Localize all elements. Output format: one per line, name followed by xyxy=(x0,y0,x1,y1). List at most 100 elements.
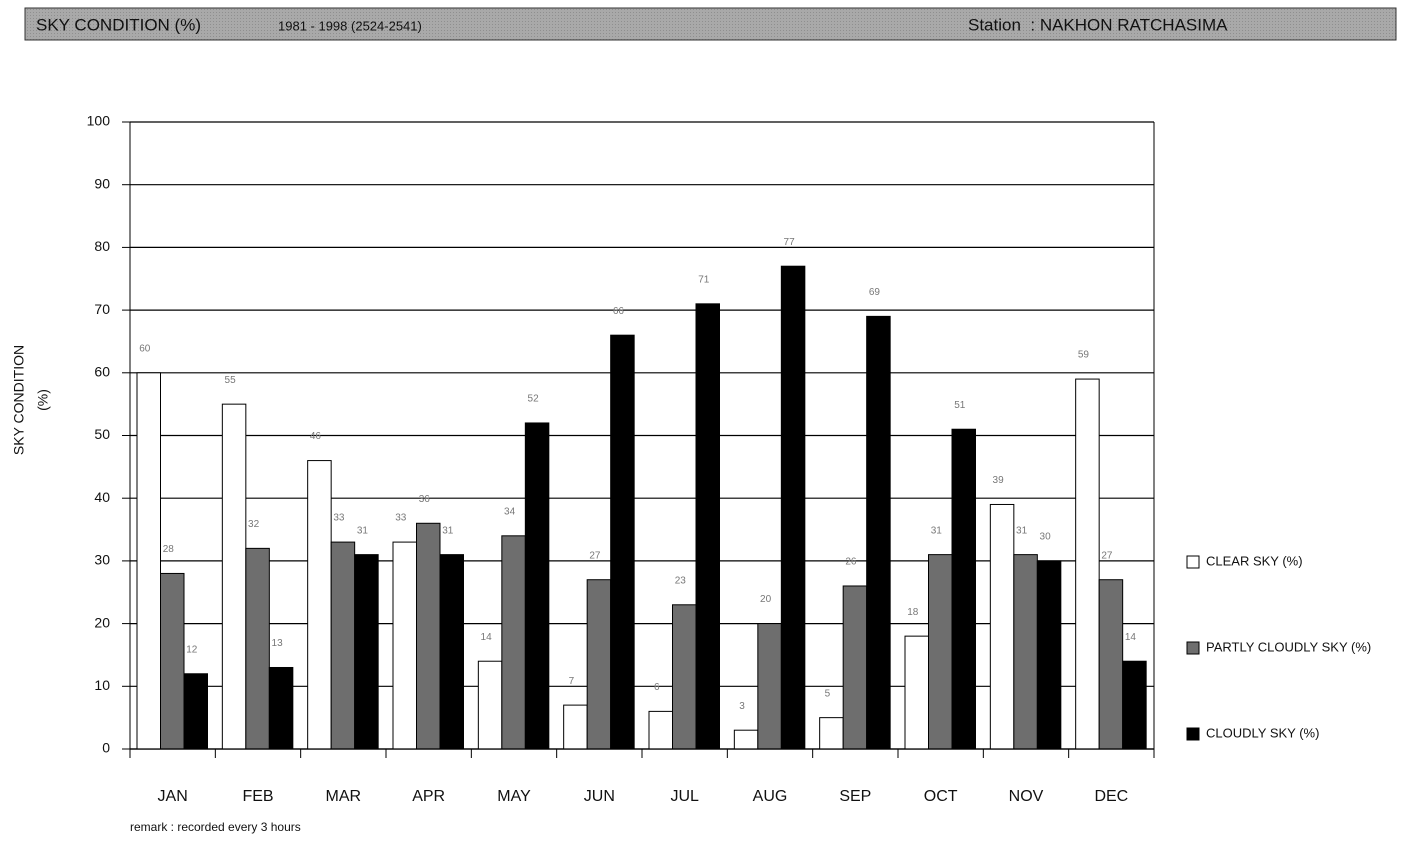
data-label: 14 xyxy=(481,632,493,643)
bar xyxy=(866,315,891,750)
bar xyxy=(672,604,697,750)
bar xyxy=(416,522,441,750)
x-tick-label: JUL xyxy=(670,788,699,805)
bar xyxy=(819,717,844,750)
y-tick-label: 90 xyxy=(94,175,110,191)
bar xyxy=(951,428,976,750)
bar xyxy=(610,334,635,750)
remark: remark : recorded every 3 hours xyxy=(130,820,301,834)
y-tick-label: 50 xyxy=(94,426,110,442)
bar xyxy=(354,554,379,750)
x-tick-label: SEP xyxy=(839,788,871,805)
data-label: 46 xyxy=(310,431,322,442)
y-tick-label: 100 xyxy=(87,113,111,129)
data-label: 66 xyxy=(613,306,625,317)
data-label: 52 xyxy=(528,394,540,405)
data-label: 69 xyxy=(869,287,881,298)
data-label: 36 xyxy=(419,494,431,505)
x-tick-label: OCT xyxy=(924,788,958,805)
bar xyxy=(695,303,720,750)
bar xyxy=(136,372,161,750)
data-label: 7 xyxy=(569,676,575,687)
data-label: 33 xyxy=(333,513,345,524)
bar xyxy=(648,710,673,750)
y-axis-title: SKY CONDITION xyxy=(11,345,27,455)
legend-label: CLOUDLY SKY (%) xyxy=(1206,725,1319,740)
data-label: 39 xyxy=(993,475,1005,486)
bar xyxy=(989,503,1015,750)
bar xyxy=(501,535,526,750)
bar xyxy=(221,403,247,750)
data-label: 33 xyxy=(395,513,407,524)
bar xyxy=(586,579,612,750)
bar xyxy=(1013,554,1038,750)
data-label: 18 xyxy=(907,607,919,618)
data-label: 32 xyxy=(248,519,260,530)
bar xyxy=(160,572,185,750)
legend-label: CLEAR SKY (%) xyxy=(1206,553,1303,568)
x-tick-label: APR xyxy=(412,788,445,805)
data-label: 77 xyxy=(784,237,796,248)
y-tick-label: 80 xyxy=(94,238,110,254)
bar xyxy=(268,666,294,750)
x-tick-label: FEB xyxy=(242,788,273,805)
bar xyxy=(1098,579,1124,750)
chart-title: SKY CONDITION (%) xyxy=(36,15,201,34)
legend-swatch xyxy=(1186,555,1200,569)
bar xyxy=(392,541,417,750)
data-label: 23 xyxy=(675,575,687,586)
station: Station : NAKHON RATCHASIMA xyxy=(968,15,1228,34)
bar xyxy=(780,265,806,750)
data-label: 59 xyxy=(1078,350,1090,361)
bar xyxy=(1036,560,1062,750)
data-label: 60 xyxy=(139,343,151,354)
data-label: 31 xyxy=(357,525,369,536)
y-tick-label: 30 xyxy=(94,552,110,568)
y-tick-label: 60 xyxy=(94,364,110,380)
bar xyxy=(563,704,588,750)
y-tick-label: 20 xyxy=(94,614,110,630)
data-label: 31 xyxy=(931,525,943,536)
data-label: 31 xyxy=(1016,525,1028,536)
data-label: 71 xyxy=(698,274,710,285)
x-tick-label: JUN xyxy=(584,788,615,805)
bar xyxy=(439,554,464,750)
legend-swatch xyxy=(1186,727,1200,741)
bar xyxy=(733,729,759,750)
data-label: 27 xyxy=(589,550,601,561)
chart-subtitle: 1981 - 1998 (2524-2541) xyxy=(278,18,422,33)
x-tick-label: MAR xyxy=(326,788,362,805)
y-tick-label: 0 xyxy=(102,740,110,756)
bar xyxy=(183,673,208,750)
data-label: 51 xyxy=(954,400,966,411)
legend-label: PARTLY CLOUDLY SKY (%) xyxy=(1206,639,1371,654)
x-tick-label: DEC xyxy=(1094,788,1128,805)
x-tick-label: AUG xyxy=(753,788,788,805)
bar xyxy=(842,585,868,750)
y-tick-label: 70 xyxy=(94,301,110,317)
bar xyxy=(904,635,929,750)
data-label: 3 xyxy=(739,701,745,712)
bar xyxy=(928,554,953,750)
data-label: 27 xyxy=(1101,550,1113,561)
data-label: 55 xyxy=(225,375,237,386)
bar xyxy=(477,660,503,750)
y-axis-title: (%) xyxy=(35,389,51,411)
data-label: 6 xyxy=(654,682,660,693)
y-tick-label: 40 xyxy=(94,489,110,505)
data-label: 20 xyxy=(760,594,772,605)
bar xyxy=(307,460,332,750)
bar xyxy=(524,422,550,750)
data-label: 12 xyxy=(186,644,198,655)
data-label: 30 xyxy=(1040,532,1052,543)
x-tick-label: NOV xyxy=(1009,788,1044,805)
data-label: 28 xyxy=(163,544,175,555)
bar xyxy=(757,623,782,750)
bar xyxy=(245,547,270,750)
data-label: 14 xyxy=(1125,632,1137,643)
data-label: 26 xyxy=(845,557,857,568)
bar xyxy=(330,541,356,750)
y-tick-label: 10 xyxy=(94,677,110,693)
x-tick-label: MAY xyxy=(497,788,531,805)
